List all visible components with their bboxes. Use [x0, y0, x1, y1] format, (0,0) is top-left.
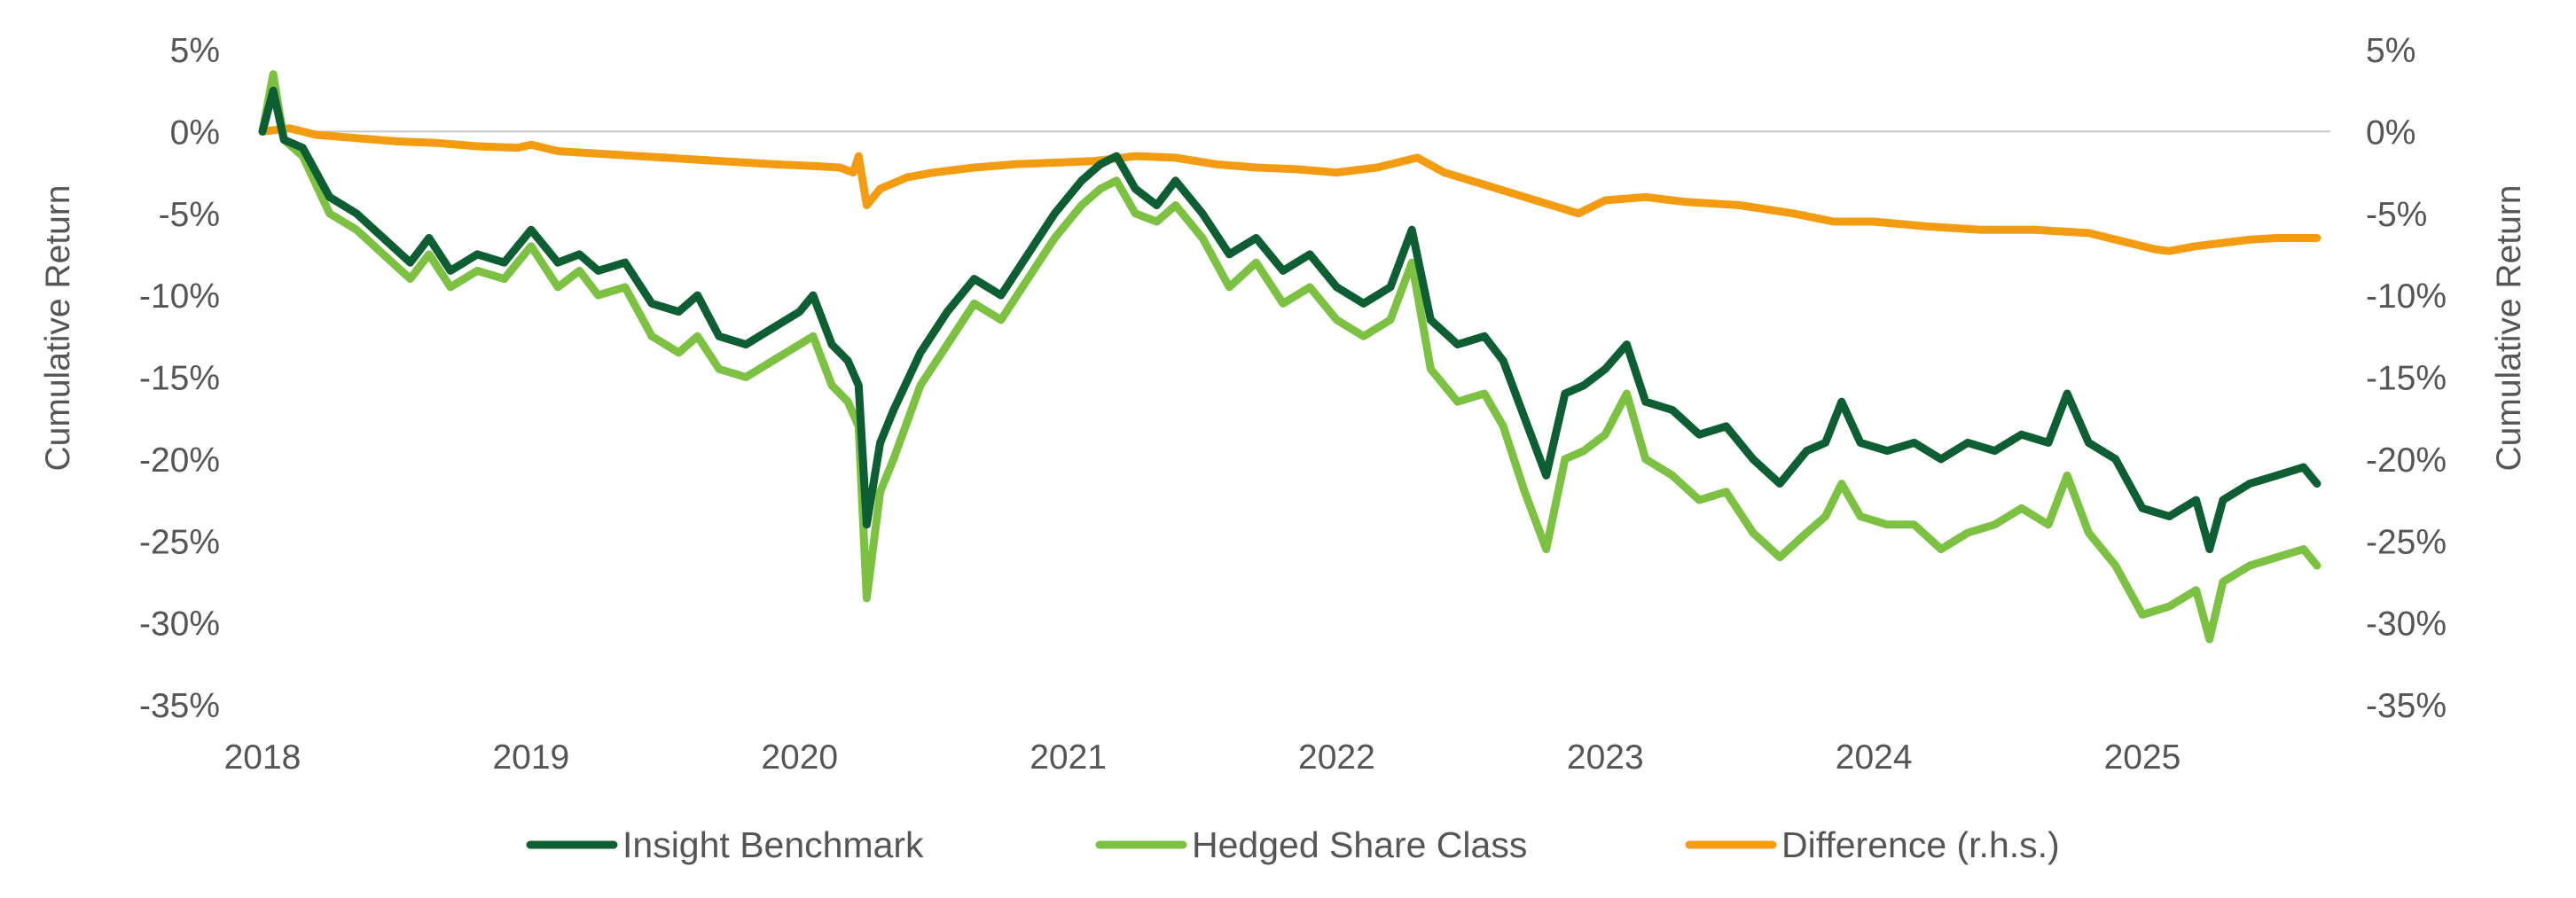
right-tick-label: -25% [2366, 523, 2447, 561]
right-axis-title: Cumulative Return [2490, 185, 2528, 472]
left-tick-label: 5% [170, 32, 220, 70]
right-tick-label: -35% [2366, 687, 2447, 725]
right-tick-label: -15% [2366, 360, 2447, 398]
x-tick-label: 2024 [1836, 738, 1913, 777]
legend-label-1: Hedged Share Class [1192, 824, 1527, 865]
left-tick-label: -10% [139, 277, 220, 316]
left-tick-label: -35% [139, 687, 220, 725]
left-tick-label: -5% [159, 196, 220, 234]
right-tick-label: -10% [2366, 277, 2447, 316]
x-tick-label: 2020 [761, 738, 838, 777]
right-tick-label: -20% [2366, 441, 2447, 480]
x-tick-label: 2019 [492, 738, 569, 777]
chart-legend: Insight Benchmark Hedged Share Class Diffe… [526, 824, 2060, 865]
legend-label-2: Difference (r.h.s.) [1781, 824, 2060, 865]
left-tick-label: -15% [139, 360, 220, 398]
series-line-0 [258, 86, 2322, 553]
right-tick-label: -5% [2366, 196, 2427, 234]
series-lines [258, 70, 2322, 644]
left-tick-label: -30% [139, 605, 220, 644]
right-axis-tick-labels: 5% 0% -5% -10% -15% -20% -25% -30% -35% [2366, 32, 2447, 725]
left-axis-tick-labels: 5% 0% -5% -10% -15% -20% -25% -30% -35% [139, 32, 220, 725]
series-line-2 [258, 124, 2322, 255]
x-axis-tick-labels: 2018 2019 2020 2021 2022 2023 2024 2025 [224, 738, 2181, 777]
right-tick-label: 0% [2366, 113, 2415, 152]
x-tick-label: 2023 [1567, 738, 1644, 777]
x-tick-label: 2025 [2104, 738, 2181, 777]
x-tick-label: 2018 [224, 738, 301, 777]
left-tick-label: 0% [170, 113, 220, 152]
x-tick-label: 2022 [1298, 738, 1375, 777]
right-tick-label: 5% [2366, 32, 2415, 70]
left-tick-label: -25% [139, 523, 220, 561]
series-line-1 [258, 70, 2322, 644]
right-tick-label: -30% [2366, 605, 2447, 644]
legend-label-0: Insight Benchmark [622, 824, 924, 865]
left-tick-label: -20% [139, 441, 220, 480]
x-tick-label: 2021 [1030, 738, 1107, 777]
left-axis-title: Cumulative Return [39, 185, 77, 472]
